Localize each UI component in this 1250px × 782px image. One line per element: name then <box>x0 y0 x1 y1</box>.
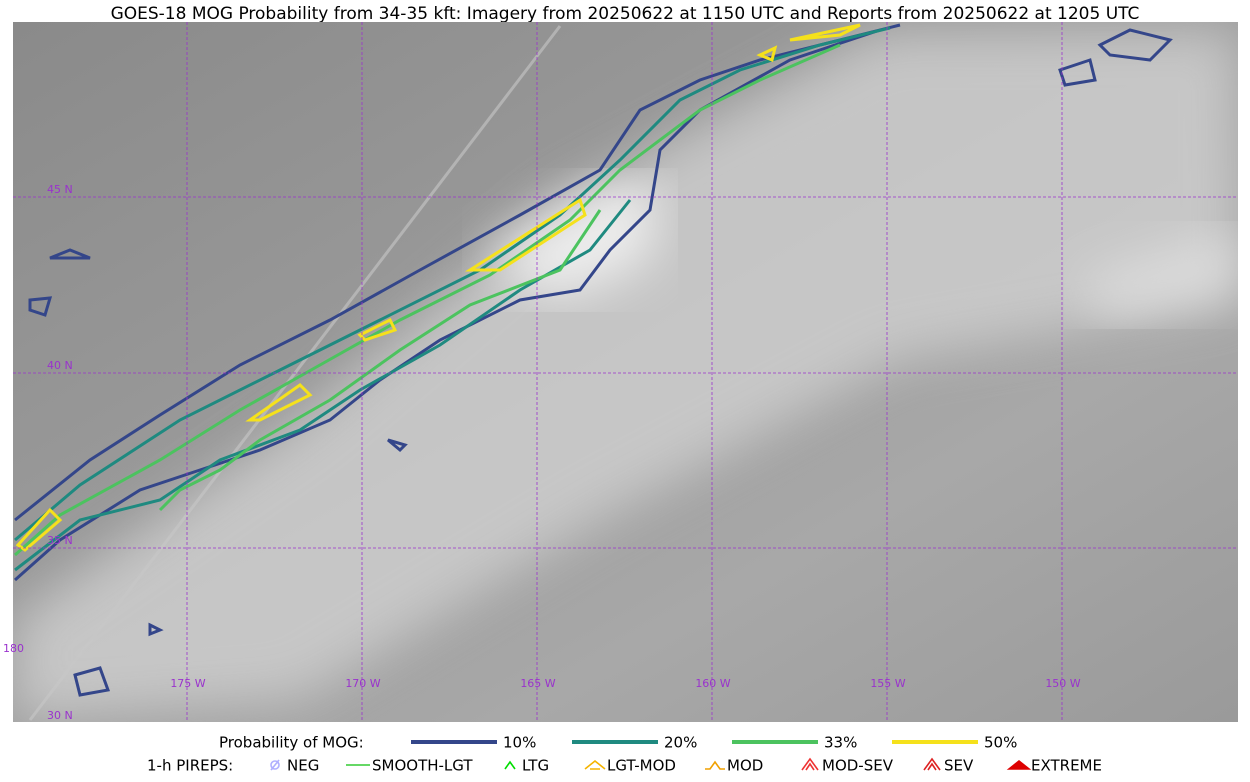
pirep-icon <box>923 757 941 771</box>
pirep-icon <box>270 759 280 771</box>
legend-label: LTG <box>522 757 549 775</box>
lon-label: 155 W <box>870 677 905 690</box>
legend-label: MOD-SEV <box>822 757 894 775</box>
legend-label: LGT-MOD <box>607 757 676 775</box>
grid-labels: 45 N 40 N 35 N 30 N 175 W 170 W 165 W 160 W 155 … <box>3 183 1081 722</box>
lon-label: 170 W <box>345 677 380 690</box>
legend-label: 33% <box>824 734 857 752</box>
pirep-icon <box>584 759 606 770</box>
legend-label: 50% <box>984 734 1017 752</box>
contours <box>14 23 1173 697</box>
lat-label: 30 N <box>47 709 73 722</box>
legend-title: Probability of MOG: <box>219 734 364 752</box>
pirep-icon <box>801 757 819 771</box>
pirep-icon <box>705 760 725 770</box>
lat-label: 35 N <box>47 534 73 547</box>
legend-title: 1-h PIREPS: <box>147 757 233 775</box>
legend: Probability of MOG: 10% 20% 33% 50% 1-h PIREP… <box>147 734 1102 775</box>
legend-label: NEG <box>287 757 319 775</box>
pirep-icon <box>504 760 516 770</box>
legend-label: EXTREME <box>1031 757 1102 775</box>
lon-label: 150 W <box>1045 677 1080 690</box>
legend-label: 20% <box>664 734 697 752</box>
lon-label: 175 W <box>170 677 205 690</box>
legend-label: SEV <box>944 757 974 775</box>
lat-label: 45 N <box>47 183 73 196</box>
dateline-label: 180 <box>3 642 24 655</box>
pirep-icon <box>1006 759 1032 770</box>
legend-label: SMOOTH-LGT <box>372 757 473 775</box>
title: GOES-18 MOG Probability from 34-35 kft: … <box>111 4 1140 24</box>
lat-label: 40 N <box>47 359 73 372</box>
legend-label: 10% <box>503 734 536 752</box>
imagery <box>13 22 1238 722</box>
legend-label: MOD <box>727 757 763 775</box>
graticule <box>13 22 1238 722</box>
lon-label: 160 W <box>695 677 730 690</box>
lon-label: 165 W <box>520 677 555 690</box>
